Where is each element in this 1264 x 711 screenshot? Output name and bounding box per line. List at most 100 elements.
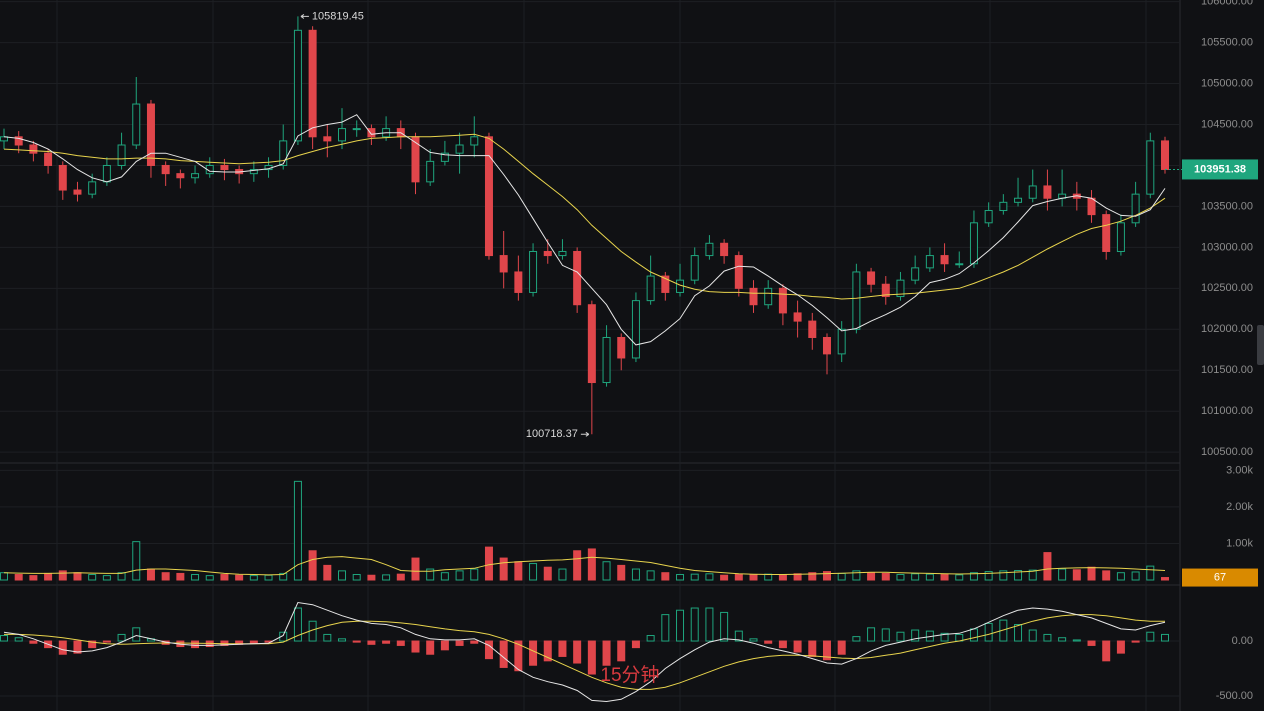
volume-bar — [146, 568, 155, 581]
volume-bar — [1058, 568, 1067, 581]
volume-bar — [426, 568, 435, 581]
candle-body — [499, 255, 508, 273]
volume-bar — [323, 564, 332, 581]
macd-bar — [852, 636, 861, 642]
volume-bar — [690, 573, 699, 581]
candle-body — [587, 304, 596, 384]
candle-body — [529, 250, 538, 293]
volume-bar — [778, 574, 787, 581]
volume-bar — [837, 572, 846, 581]
macd-bar — [367, 640, 376, 645]
candle-body — [293, 29, 302, 142]
volume-bar — [338, 570, 347, 581]
macd-bar — [426, 640, 435, 655]
macd-bar — [88, 640, 97, 649]
candle-body — [690, 255, 699, 281]
macd-bar — [440, 640, 449, 651]
macd-bar — [749, 638, 758, 642]
candle-body — [220, 164, 229, 171]
candle-body — [558, 250, 567, 257]
macd-bar — [470, 640, 479, 644]
candle-body — [955, 263, 964, 266]
candle-body — [470, 136, 479, 146]
volume-bar — [911, 573, 920, 581]
macd-bar — [587, 640, 596, 675]
interval-watermark: 15分钟 — [600, 664, 659, 686]
macd-bar — [690, 607, 699, 642]
y-tick-label: 3.00k — [1226, 464, 1253, 476]
candle-body — [984, 210, 993, 224]
y-tick-label: -500.00 — [1216, 690, 1253, 702]
volume-bar — [58, 570, 67, 581]
macd-dea-line — [4, 614, 1165, 690]
candle-body — [176, 173, 185, 179]
macd-bar — [1087, 640, 1096, 646]
candle-body — [44, 152, 53, 166]
volume-bar — [44, 572, 53, 581]
candle-body — [646, 275, 655, 302]
low-arrow — [580, 431, 590, 437]
macd-bar — [911, 629, 920, 642]
high-arrow — [300, 14, 309, 19]
candle-body — [734, 255, 743, 289]
macd-bar — [249, 640, 258, 644]
candle-body — [323, 136, 332, 142]
candle-body — [617, 336, 626, 359]
macd-bar — [411, 640, 420, 653]
low-label: 100718.37 — [526, 428, 578, 440]
macd-bar — [984, 622, 993, 642]
volume-bar — [793, 573, 802, 581]
volume-bar — [558, 568, 567, 581]
volume-bar — [734, 574, 743, 581]
volume-bar — [205, 575, 214, 581]
macd-bar — [0, 635, 8, 642]
volume-bar — [646, 570, 655, 581]
candle-body — [88, 181, 97, 195]
candle-body — [426, 160, 435, 183]
macd-dif-line — [3, 601, 1166, 703]
macd-bar — [338, 638, 347, 642]
side-tab[interactable] — [1257, 325, 1264, 365]
volume-bar — [411, 557, 420, 581]
y-tick-label: 103000.00 — [1201, 241, 1253, 253]
candle-body — [191, 173, 200, 179]
candle-body — [367, 128, 376, 138]
macd-bar — [1102, 640, 1111, 662]
y-tick-label: 0.00 — [1232, 635, 1253, 647]
candle-body — [925, 255, 934, 269]
volume-bar — [867, 572, 876, 581]
macd-bar — [793, 640, 802, 653]
volume-bar — [1161, 577, 1169, 581]
macd-bar — [352, 640, 361, 643]
volume-bar — [220, 574, 229, 581]
candle-body — [573, 250, 582, 306]
candle-body — [249, 169, 258, 175]
macd-bar — [705, 607, 714, 642]
macd-bar — [29, 640, 38, 644]
macd-bar — [543, 640, 552, 662]
macd-bar — [573, 640, 582, 664]
candle-body — [440, 152, 449, 162]
candle-body — [132, 103, 141, 146]
macd-bar — [132, 627, 141, 642]
macd-bar — [455, 640, 464, 646]
candle-body — [29, 144, 38, 154]
macd-bar — [617, 640, 626, 662]
volume-bar — [617, 564, 626, 581]
macd-bar — [1146, 631, 1155, 642]
volume-bar — [132, 541, 141, 581]
candle-body — [484, 136, 493, 257]
candle-body — [808, 320, 817, 338]
candle-body — [1146, 140, 1155, 195]
volume-bar — [808, 572, 817, 581]
macd-bar — [602, 640, 611, 666]
y-tick-label: 101500.00 — [1201, 364, 1253, 376]
volume-bar — [602, 561, 611, 581]
candle-body — [308, 29, 317, 138]
y-tick-label: 102500.00 — [1201, 282, 1253, 294]
macd-bar — [867, 627, 876, 642]
last-volume-box — [1182, 568, 1258, 587]
candle-body — [1014, 197, 1023, 203]
candle-body — [205, 164, 214, 175]
volume-bar — [822, 571, 831, 581]
